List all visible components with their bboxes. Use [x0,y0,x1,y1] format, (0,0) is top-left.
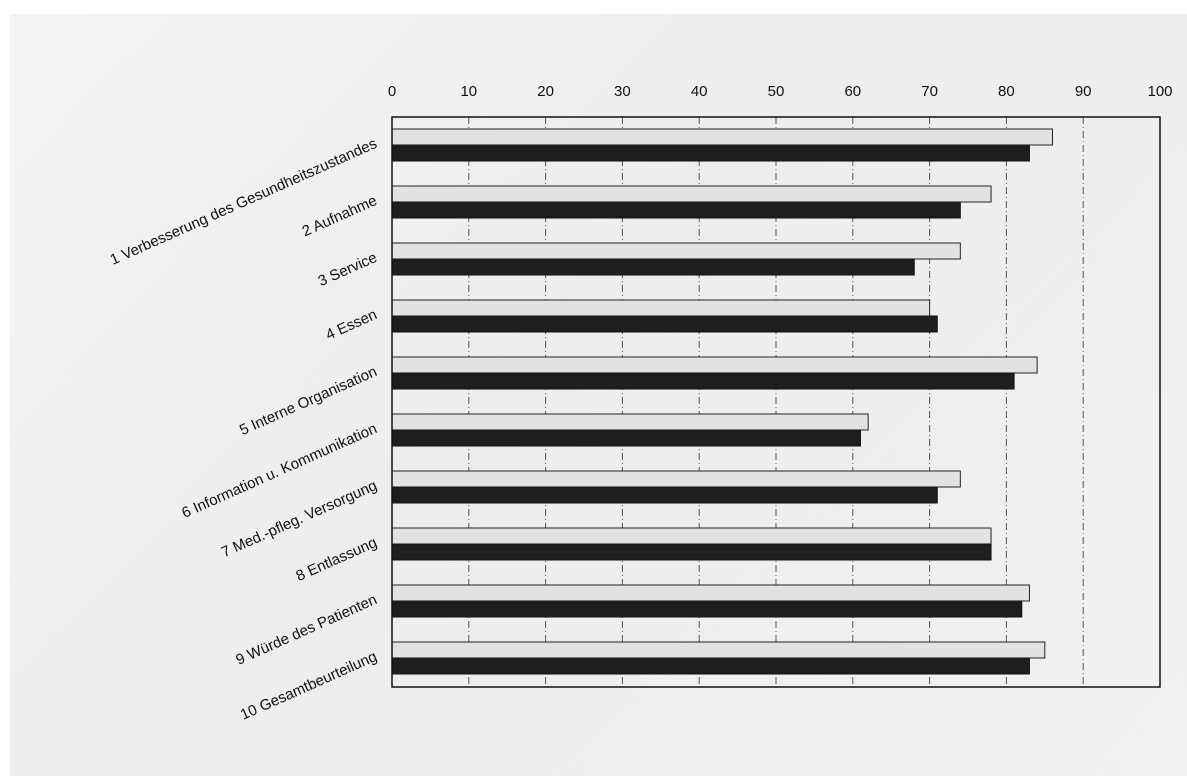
bar-light [391,413,869,431]
bar-light [391,242,961,260]
bar-group [391,128,1053,162]
x-tick-label: 20 [537,83,554,100]
bar-dark [391,600,1023,618]
bar-group [391,584,1030,618]
bar-group [391,185,992,219]
bar-groups [391,128,1053,675]
category-label: 2 Aufnahme [300,192,380,240]
bar-dark [391,657,1030,675]
bar-dark [391,372,1015,390]
x-tick-label: 30 [614,83,631,100]
bar-group [391,641,1046,675]
category-label: 8 Entlassung [293,534,379,585]
x-tick-label: 90 [1075,83,1092,100]
bar-dark [391,201,961,219]
bar-dark [391,144,1030,162]
bar-light [391,356,1038,374]
bar-light [391,584,1030,602]
x-tick-label: 10 [460,83,477,100]
bar-light [391,470,961,488]
bar-dark [391,258,915,276]
plot-frame [391,116,1161,688]
bar-light [391,299,931,317]
x-axis-ticks: 0 10 20 30 40 50 60 70 80 90 100 [388,83,1173,100]
bar-group [391,242,961,276]
category-labels: 1 Verbesserung des Gesundheitszustandes2… [108,135,380,724]
x-tick-label: 100 [1147,83,1172,100]
x-tick-label: 40 [691,83,708,100]
bar-dark [391,429,861,447]
bar-group [391,356,1038,390]
bar-dark [391,486,938,504]
x-tick-label: 50 [768,83,785,100]
bar-group [391,527,992,561]
x-tick-label: 0 [388,83,396,100]
bar-dark [391,315,938,333]
bar-group [391,299,938,333]
category-label: 4 Essen [323,306,379,344]
category-label: 3 Service [316,249,380,290]
bar-light [391,128,1053,146]
bar-light [391,641,1046,659]
category-label: 6 Information u. Kommunikation [179,420,379,522]
bar-group [391,413,869,447]
bar-light [391,527,992,545]
bar-light [391,185,992,203]
bar-dark [391,543,992,561]
x-tick-label: 80 [998,83,1015,100]
bar-group [391,470,961,504]
x-tick-label: 70 [921,83,938,100]
x-tick-label: 60 [844,83,861,100]
category-label: 1 Verbesserung des Gesundheitszustandes [108,135,380,269]
